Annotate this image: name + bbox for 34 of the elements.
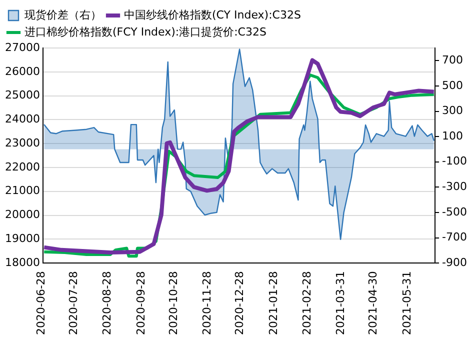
y2-tick-label: -300 <box>442 180 468 194</box>
legend-label: 中国纱线价格指数(CY Index):C32S <box>124 8 301 22</box>
y-tick-label: 21000 <box>4 184 40 198</box>
y-tick-label: 24000 <box>4 112 40 126</box>
y-tick-label: 23000 <box>4 136 40 150</box>
x-tick-label: 2021-03-31 <box>334 271 348 336</box>
legend-label: 现货价差（右） <box>24 8 102 22</box>
y2-tick-label: -900 <box>442 256 468 269</box>
x-tick-label: 2020-12-28 <box>233 271 246 336</box>
y2-tick-label: 500 <box>442 78 464 92</box>
y-tick-label: 22000 <box>4 160 40 174</box>
y2-tick-label: -100 <box>442 154 468 168</box>
x-tick-label: 2020-06-28 <box>34 271 48 336</box>
y-tick-label: 18000 <box>4 256 40 269</box>
y2-tick-label: 700 <box>442 54 464 67</box>
x-tick-label: 2021-02-28 <box>300 271 314 336</box>
y-tick-label: 27000 <box>4 40 40 54</box>
x-tick-label: 2021-01-28 <box>266 271 280 336</box>
y-tick-label: 25000 <box>4 88 40 102</box>
x-tick-label: 2021-05-31 <box>400 271 414 336</box>
x-tick-label: 2020-10-28 <box>166 271 180 336</box>
y-tick-label: 20000 <box>4 208 40 222</box>
y-tick-label: 19000 <box>4 232 40 246</box>
x-tick-label: 2020-08-28 <box>100 271 114 336</box>
x-tick-label: 2020-11-28 <box>200 271 214 336</box>
legend-label: 进口棉纱价格指数(FCY Index):港口提货价:C32S <box>24 25 266 38</box>
x-tick-label: 2021-04-30 <box>366 271 380 336</box>
y2-tick-label: 100 <box>442 129 464 142</box>
y2-tick-label: 300 <box>442 104 464 118</box>
x-tick-label: 2020-09-28 <box>134 271 148 336</box>
y2-tick-label: -700 <box>442 230 468 244</box>
y-tick-label: 26000 <box>4 64 40 78</box>
x-tick-label: 2020-07-28 <box>66 271 80 336</box>
y2-tick-label: -500 <box>442 205 468 218</box>
